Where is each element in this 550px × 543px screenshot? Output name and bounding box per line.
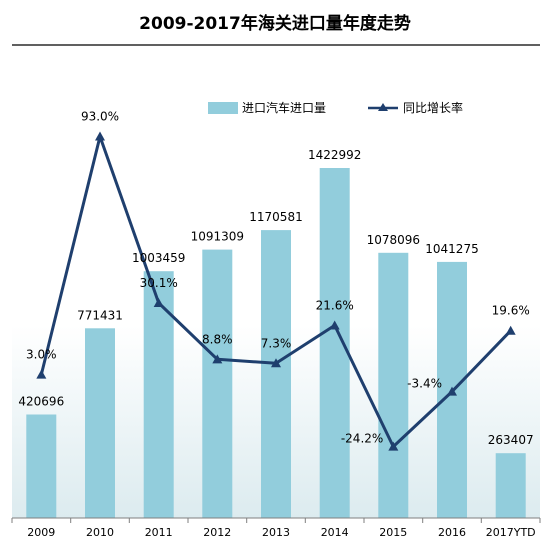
bar-2010 — [85, 328, 115, 518]
bar-value-label-2016: 1041275 — [425, 242, 478, 256]
bar-2017YTD — [495, 453, 526, 518]
x-tick-label-2009: 2009 — [27, 526, 55, 539]
growth-rate-label-2011: 30.1% — [140, 276, 178, 290]
x-tick-label-2017YTD: 2017YTD — [486, 526, 536, 539]
bar-2011 — [143, 271, 174, 518]
x-tick-label-2012: 2012 — [203, 526, 231, 539]
bar-2014 — [319, 168, 350, 518]
bar-value-label-2012: 1091309 — [191, 230, 244, 244]
bar-value-label-2010: 771431 — [77, 308, 123, 322]
x-tick-label-2013: 2013 — [262, 526, 290, 539]
growth-rate-point-2012 — [212, 354, 223, 364]
growth-rate-point-2015 — [388, 441, 399, 451]
growth-rate-point-2011 — [153, 297, 164, 307]
chart-title: 2009-2017年海关进口量年度走势 — [139, 13, 411, 34]
bar-series — [26, 168, 526, 519]
growth-rate-label-2010: 93.0% — [81, 110, 119, 124]
legend-bar-swatch — [208, 102, 238, 114]
growth-rate-label-2016: -3.4% — [407, 377, 442, 391]
bar-value-label-2014: 1422992 — [308, 148, 361, 162]
growth-rate-label-2013: 7.3% — [261, 336, 292, 350]
legend-bar-label: 进口汽车进口量 — [242, 100, 326, 115]
bar-2013 — [261, 230, 291, 518]
growth-rate-point-2017YTD — [505, 325, 516, 335]
line-series — [36, 131, 516, 451]
legend-line-marker — [378, 103, 388, 111]
bar-value-label-2017YTD: 263407 — [488, 433, 534, 447]
x-tick-label-2011: 2011 — [145, 526, 173, 539]
legend-line-label: 同比增长率 — [403, 100, 463, 115]
growth-rate-point-2013 — [271, 358, 281, 368]
bar-2009 — [26, 414, 57, 518]
x-axis: 2009 2010 2011 2012 2013 2014 2015 2016 2017YTD — [11, 517, 541, 539]
growth-rate-point-2014 — [329, 320, 340, 330]
growth-rate-label-2014: 21.6% — [316, 298, 354, 312]
bar-value-label-2013: 1170581 — [249, 210, 302, 224]
x-tick-label-2010: 2010 — [86, 526, 114, 539]
growth-rate-label-2012: 8.8% — [202, 332, 233, 346]
bar-value-label-2011: 1003459 — [132, 251, 185, 265]
bar-2012 — [202, 249, 233, 518]
x-tick-label-2015: 2015 — [379, 526, 407, 539]
growth-rate-point-2009 — [36, 369, 47, 379]
growth-rate-label-2015: -24.2% — [341, 432, 383, 446]
x-tick-label-2014: 2014 — [321, 526, 349, 539]
growth-rate-point-2016 — [447, 386, 457, 396]
growth-rate-label-2017YTD: 19.6% — [492, 304, 530, 318]
growth-rate-label-2009: 3.0% — [26, 348, 57, 362]
x-tick-label-2016: 2016 — [438, 526, 466, 539]
legend: 进口汽车进口量 同比增长率 — [208, 100, 463, 115]
bar-value-label-2009: 420696 — [18, 395, 64, 409]
bar-value-label-2015: 1078096 — [367, 233, 420, 247]
growth-rate-point-2010 — [95, 131, 105, 141]
bar-2015 — [378, 252, 409, 519]
bar-value-labels: 420696 771431 1003459 1091309 1170581 1422992… — [18, 148, 533, 447]
line-value-labels: 3.0% 93.0% 30.1% 8.8% 7.3% 21.6% -24.2% -3.4% 19… — [26, 110, 530, 446]
